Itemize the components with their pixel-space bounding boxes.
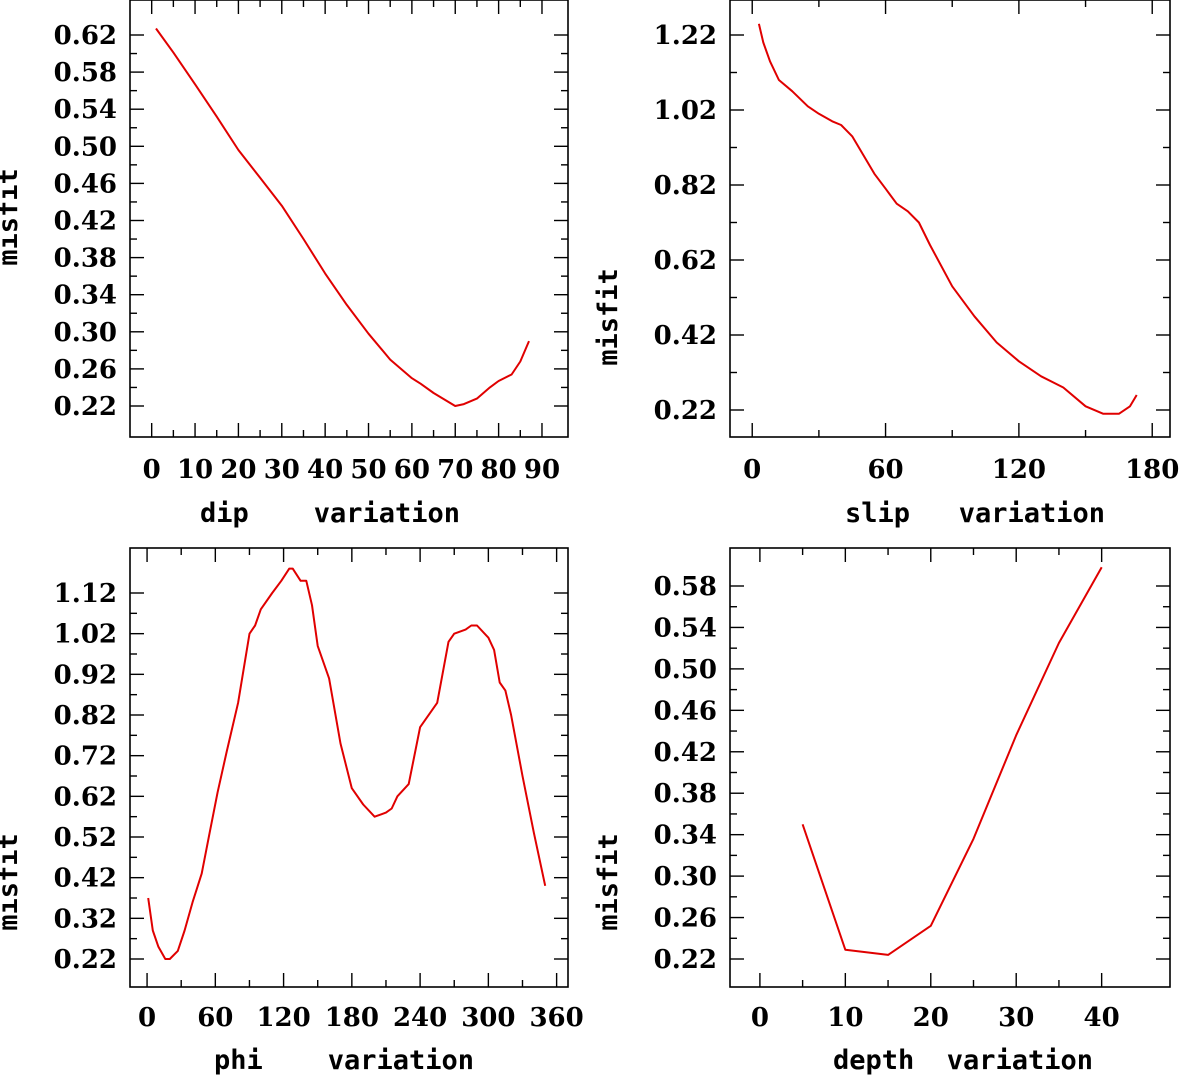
y-tick-label: 0.62 [54, 21, 117, 51]
y-tick-label: 0.32 [54, 904, 117, 934]
y-tick-label: 0.52 [54, 823, 117, 853]
y-tick-label: 0.30 [54, 318, 117, 348]
x-tick-label: 240 [393, 1003, 447, 1033]
plot-frame [729, 547, 1171, 988]
y-tick-label: 1.02 [54, 620, 117, 650]
dip-variation-chart: 0 10 20 30 40 50 60 70 80 90 0.22 0.26 0.30 0.34 0.38 0… [0, 0, 569, 529]
series-line-dip [155, 27, 530, 407]
x-tick-label: 180 [325, 1003, 379, 1033]
y-tick-label: 0.26 [654, 904, 717, 934]
x-tick-label: 0 [743, 455, 761, 485]
x-tick-label: 30 [264, 455, 300, 485]
x-tick-label: 60 [197, 1003, 233, 1033]
y-axis-title: misfit [0, 833, 24, 931]
x-tick-label: 90 [524, 455, 560, 485]
x-tick-label: 30 [998, 1003, 1034, 1033]
x-tick-label: 120 [992, 455, 1046, 485]
x-tick-label: 180 [1125, 455, 1179, 485]
x-tick-label: 40 [1084, 1003, 1120, 1033]
y-tick-label: 0.54 [54, 95, 117, 125]
series-line-slip [757, 23, 1138, 415]
y-tick-label: 0.54 [654, 613, 717, 643]
x-tick-label: 0 [143, 455, 161, 485]
y-tick-label: 0.30 [654, 862, 717, 892]
y-tick-label: 0.38 [654, 779, 717, 809]
y-tick-label: 0.50 [654, 655, 717, 685]
series-line-phi [147, 567, 547, 960]
slip-variation-chart: 0 60 120 180 0.22 0.42 0.62 0.82 1.02 1.22 slip va… [593, 0, 1179, 529]
x-tick-label: 40 [307, 455, 343, 485]
y-tick-label: 0.62 [54, 782, 117, 812]
y-tick-label: 0.82 [54, 701, 117, 731]
y-tick-label: 1.22 [654, 21, 717, 51]
plot-frame [729, 0, 1171, 438]
plot-frame [129, 0, 569, 438]
x-tick-label: 80 [481, 455, 517, 485]
x-tick-label: 360 [529, 1003, 583, 1033]
y-tick-label: 0.42 [654, 321, 717, 351]
x-tick-label: 60 [867, 455, 903, 485]
y-tick-label: 0.92 [54, 660, 117, 690]
y-tick-label: 0.58 [654, 572, 717, 602]
x-tick-label: 50 [350, 455, 386, 485]
y-tick-label: 0.34 [654, 821, 717, 851]
x-tick-label: 0 [138, 1003, 156, 1033]
y-tick-label: 0.34 [54, 281, 117, 311]
x-tick-label: 300 [461, 1003, 515, 1033]
y-axis-title: misfit [593, 833, 624, 931]
y-axis-title: misfit [593, 268, 624, 366]
y-tick-label: 0.50 [54, 132, 117, 162]
depth-variation-chart: 0 10 20 30 40 0.22 0.26 0.30 0.34 0.38 0.42 0.46 0.5… [593, 547, 1171, 1076]
x-axis-title: slip variation [845, 498, 1105, 529]
y-tick-label: 0.22 [54, 392, 117, 422]
y-tick-label: 0.26 [54, 355, 117, 385]
y-tick-label: 1.12 [54, 579, 117, 609]
x-tick-label: 10 [177, 455, 213, 485]
x-tick-label: 10 [827, 1003, 863, 1033]
y-tick-label: 0.38 [54, 244, 117, 274]
y-tick-label: 1.02 [654, 96, 717, 126]
x-axis-title: dip variation [200, 498, 460, 529]
y-tick-label: 0.42 [54, 864, 117, 894]
x-tick-label: 70 [437, 455, 473, 485]
y-tick-label: 0.42 [654, 738, 717, 768]
y-tick-label: 0.72 [54, 742, 117, 772]
y-tick-label: 0.42 [54, 207, 117, 237]
phi-variation-chart: 0 60 120 180 240 300 360 0.22 0.32 0.42 0.52 0.62 0.… [0, 547, 584, 1076]
y-tick-label: 0.82 [654, 171, 717, 201]
x-tick-label: 60 [394, 455, 430, 485]
y-axis-title: misfit [0, 168, 24, 266]
y-tick-label: 0.46 [54, 169, 117, 199]
y-tick-label: 0.22 [54, 945, 117, 975]
x-tick-label: 0 [751, 1003, 769, 1033]
x-tick-label: 120 [256, 1003, 310, 1033]
y-tick-label: 0.22 [654, 396, 717, 426]
x-axis-title: depth variation [833, 1045, 1093, 1076]
y-tick-label: 0.22 [654, 945, 717, 975]
y-tick-label: 0.58 [54, 58, 117, 88]
series-line-depth [801, 566, 1103, 956]
plot-frame [129, 547, 569, 988]
y-tick-label: 0.46 [654, 696, 717, 726]
x-tick-label: 20 [220, 455, 256, 485]
y-tick-label: 0.62 [654, 246, 717, 276]
x-tick-label: 20 [913, 1003, 949, 1033]
x-axis-title: phi variation [214, 1045, 474, 1076]
